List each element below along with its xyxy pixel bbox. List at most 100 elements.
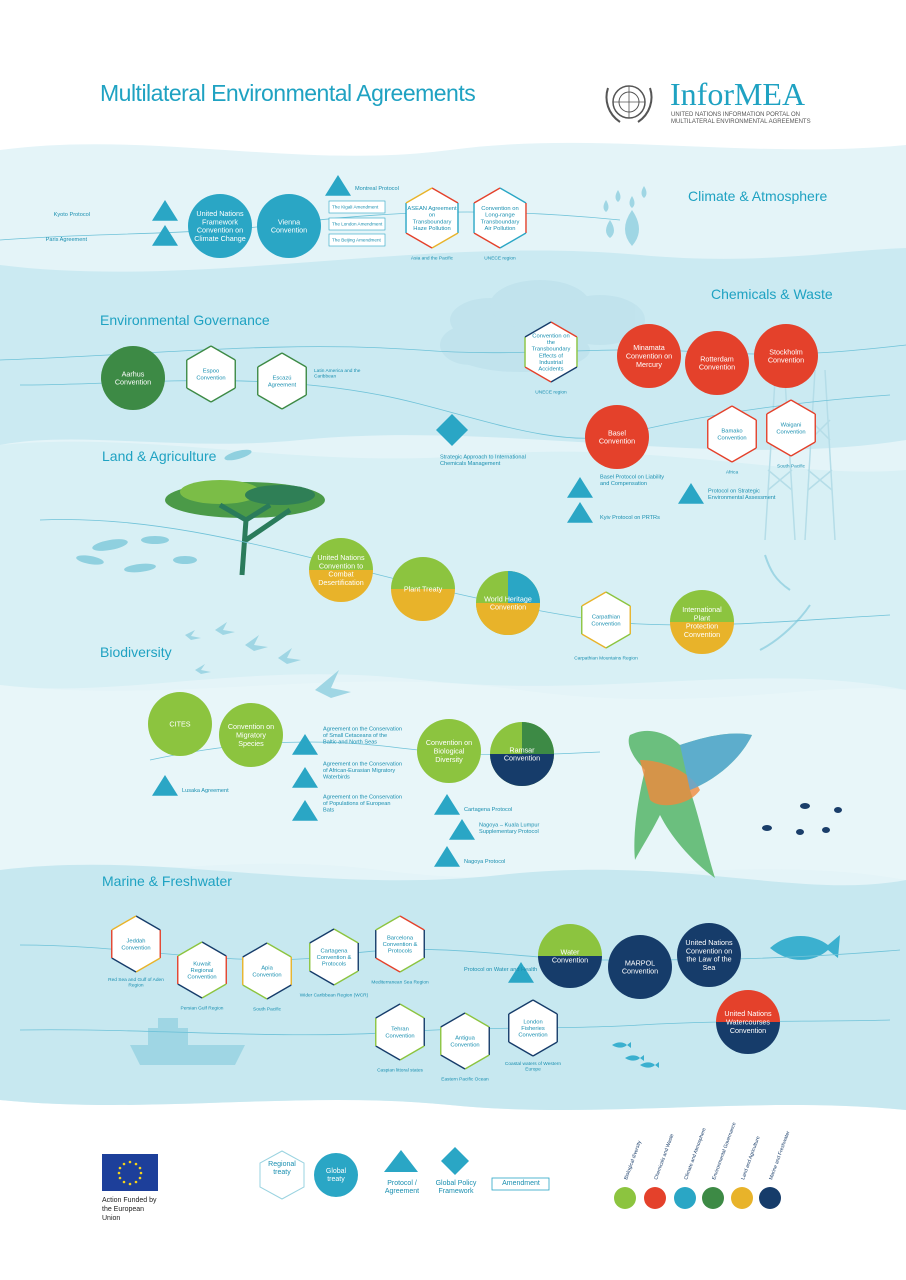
treaty-nagoya_kl[interactable]: Nagoya – Kuala Lumpur Supplementary Proto…: [449, 818, 539, 840]
treaty-bamako[interactable]: Bamako Convention Africa: [707, 405, 757, 476]
treaty-water[interactable]: Water Convention: [538, 924, 602, 988]
treaty-cartagena_p[interactable]: Cartagena Protocol: [434, 793, 512, 815]
treaty-kyiv[interactable]: Kyiv Protocol on PRTRs: [567, 501, 660, 523]
node-label: UNECE region: [535, 390, 567, 396]
node-label: Red Sea and Gulf of Aden Region: [108, 977, 164, 989]
treaty-basel_liab[interactable]: Basel Protocol on Liability and Compensat…: [567, 475, 664, 498]
node-label: Waigani Convention: [776, 423, 805, 436]
hex-edge: [464, 1012, 490, 1028]
treaty-apia[interactable]: Apia Convention South Pacific: [242, 942, 292, 1013]
hex-shape: [525, 322, 577, 382]
treaty-paris[interactable]: Paris Agreement: [46, 224, 178, 246]
node-label: Barcelona Convention & Protocols: [383, 935, 418, 954]
treaty-unfccc[interactable]: United Nations Framework Convention on Clim…: [188, 194, 252, 258]
treaty-marpol[interactable]: MARPOL Convention: [608, 935, 672, 999]
treaty-saicm[interactable]: Strategic Approach to International Chemi…: [436, 414, 526, 467]
node-label: Apia Convention: [252, 966, 281, 979]
hex-edge: [405, 232, 433, 249]
node-label: Minamata Convention on Mercury: [626, 343, 672, 369]
hex-edge: [524, 366, 552, 383]
treaty-unclos[interactable]: United Nations Convention on the Law of th…: [677, 923, 741, 987]
triangle-shape: [292, 799, 318, 821]
treaty-carpathian[interactable]: Carpathian Convention Carpathian Mountains…: [574, 591, 638, 662]
treaty-ippc[interactable]: International Plant Protection Convention: [670, 590, 734, 654]
node-label: Strategic Approach to International Chemi…: [440, 455, 526, 467]
treaty-kyoto[interactable]: Kyoto Protocol: [54, 199, 178, 221]
treaty-cbd[interactable]: Convention on Biological Diversity: [417, 719, 481, 783]
hex-edge: [499, 232, 527, 249]
treaty-unccd[interactable]: United Nations Convention to Combat Deserti…: [309, 538, 373, 602]
treaty-waigani[interactable]: Waigani Convention South Pacific: [766, 399, 816, 470]
hex-edge: [210, 387, 236, 403]
treaty-espoo[interactable]: Espoo Convention: [186, 345, 236, 403]
treaty-stockholm[interactable]: Stockholm Convention: [754, 324, 818, 388]
hex-edge: [242, 942, 268, 958]
circle-bottom: [538, 956, 602, 988]
circle-shape: [188, 194, 252, 258]
node-label: South Pacific: [253, 1007, 282, 1013]
hex-edge: [375, 1045, 401, 1061]
treaty-plant[interactable]: Plant Treaty: [391, 557, 455, 621]
brand-subtitle: UNITED NATIONS INFORMATION PORTAL ON MUL…: [671, 112, 811, 125]
legend-global-label: Global treaty: [325, 1168, 347, 1183]
node-label: Stockholm Convention: [768, 347, 804, 364]
node-label: Jeddah Convention: [121, 939, 150, 952]
treaty-london_fish[interactable]: London Fisheries Convention Coastal waters …: [505, 999, 561, 1072]
hex-edge: [186, 387, 212, 403]
treaty-antigua[interactable]: Antigua Convention Eastern Pacific Ocean: [440, 1012, 490, 1083]
treaty-london_am[interactable]: The London Amendment: [328, 217, 386, 231]
treaty-cms[interactable]: Convention on Migratory Species: [219, 703, 283, 767]
node-label: The Kigali Amendment: [332, 205, 379, 210]
treaty-cites[interactable]: CITES: [148, 692, 212, 756]
treaty-sea_proto[interactable]: Protocol on Strategic Environmental Asses…: [678, 482, 776, 504]
treaty-rotterdam[interactable]: Rotterdam Convention: [685, 331, 749, 395]
node-label: Cartagena Protocol: [464, 807, 512, 813]
node-label: Escazú Agreement: [268, 376, 297, 389]
hex-edge: [375, 957, 401, 973]
flow-lines: [0, 211, 906, 1036]
treaty-ramsar[interactable]: Ramsar Convention: [490, 722, 554, 786]
treaty-kigali[interactable]: The Kigali Amendment: [328, 200, 386, 214]
treaty-vienna[interactable]: Vienna Convention: [257, 194, 321, 258]
treaty-montreal[interactable]: Montreal Protocol: [325, 174, 399, 196]
treaty-ascobans[interactable]: Agreement on the Conservation of Small Ce…: [292, 727, 402, 755]
treaty-aewa[interactable]: Agreement on the Conservation of African-…: [292, 762, 402, 788]
treaty-escazu[interactable]: Escazú Agreement Latin America and the Cari…: [257, 352, 361, 410]
triangle-shape: [567, 476, 593, 498]
treaty-aarhus[interactable]: Aarhus Convention: [101, 346, 165, 410]
node-label: Convention on the Transboundary Effects of I…: [532, 333, 571, 372]
hex-edge: [550, 366, 578, 383]
node-label: International Plant Protection Convention: [682, 605, 722, 639]
eu-funding-caption: Action Funded by the European Union: [102, 1197, 157, 1222]
treaty-cartagena_c[interactable]: Cartagena Convention & Protocols Wider Cari…: [300, 928, 369, 999]
hex-edge: [405, 187, 433, 204]
treaty-eurobats[interactable]: Agreement on the Conservation of Populati…: [292, 795, 402, 821]
node-label: Kyiv Protocol on PRTRs: [600, 515, 660, 521]
treaty-watercourses[interactable]: United Nations Watercourses Convention: [716, 990, 780, 1054]
treaty-nagoya[interactable]: Nagoya Protocol: [434, 845, 505, 867]
triangle-shape: [152, 774, 178, 796]
node-label: London Fisheries Convention: [518, 1019, 547, 1038]
section-title-biodiversity: Biodiversity: [100, 644, 172, 660]
treaty-lusaka[interactable]: Lusaka Agreement: [152, 774, 229, 796]
hex-edge: [508, 999, 534, 1015]
hex-edge: [281, 394, 307, 410]
treaty-lrtap[interactable]: Convention on Long-range Transboundary Air …: [473, 187, 527, 262]
circle-top: [670, 590, 734, 622]
treaty-water_health[interactable]: Protocol on Water and Health: [464, 961, 537, 983]
treaty-asean[interactable]: ASEAN Agreement on Transboundary Haze Pollu…: [405, 187, 459, 262]
legend-policy-label: Global Policy Framework: [435, 1180, 477, 1195]
treaty-beijing[interactable]: The Beijing Amendment: [328, 233, 386, 247]
triangle-shape: [292, 733, 318, 755]
treaty-industrial[interactable]: Convention on the Transboundary Effects of I…: [524, 321, 578, 396]
treaty-basel[interactable]: Basel Convention: [585, 405, 649, 469]
treaty-jeddah[interactable]: Jeddah Convention Red Sea and Gulf of Aden…: [108, 915, 164, 989]
node-label: Mediterranean Sea Region: [371, 980, 429, 986]
hex-edge: [508, 1041, 534, 1057]
hex-edge: [707, 447, 733, 463]
treaty-whc[interactable]: World Heritage Convention: [476, 571, 540, 635]
treaty-minamata[interactable]: Minamata Convention on Mercury: [617, 324, 681, 388]
treaty-tehran[interactable]: Tehran Convention Caspian littoral states: [375, 1003, 425, 1074]
treaty-kuwait[interactable]: Kuwait Regional Convention Persian Gulf Reg…: [177, 941, 227, 1012]
treaty-barcelona[interactable]: Barcelona Convention & Protocols Mediterran…: [371, 915, 429, 986]
